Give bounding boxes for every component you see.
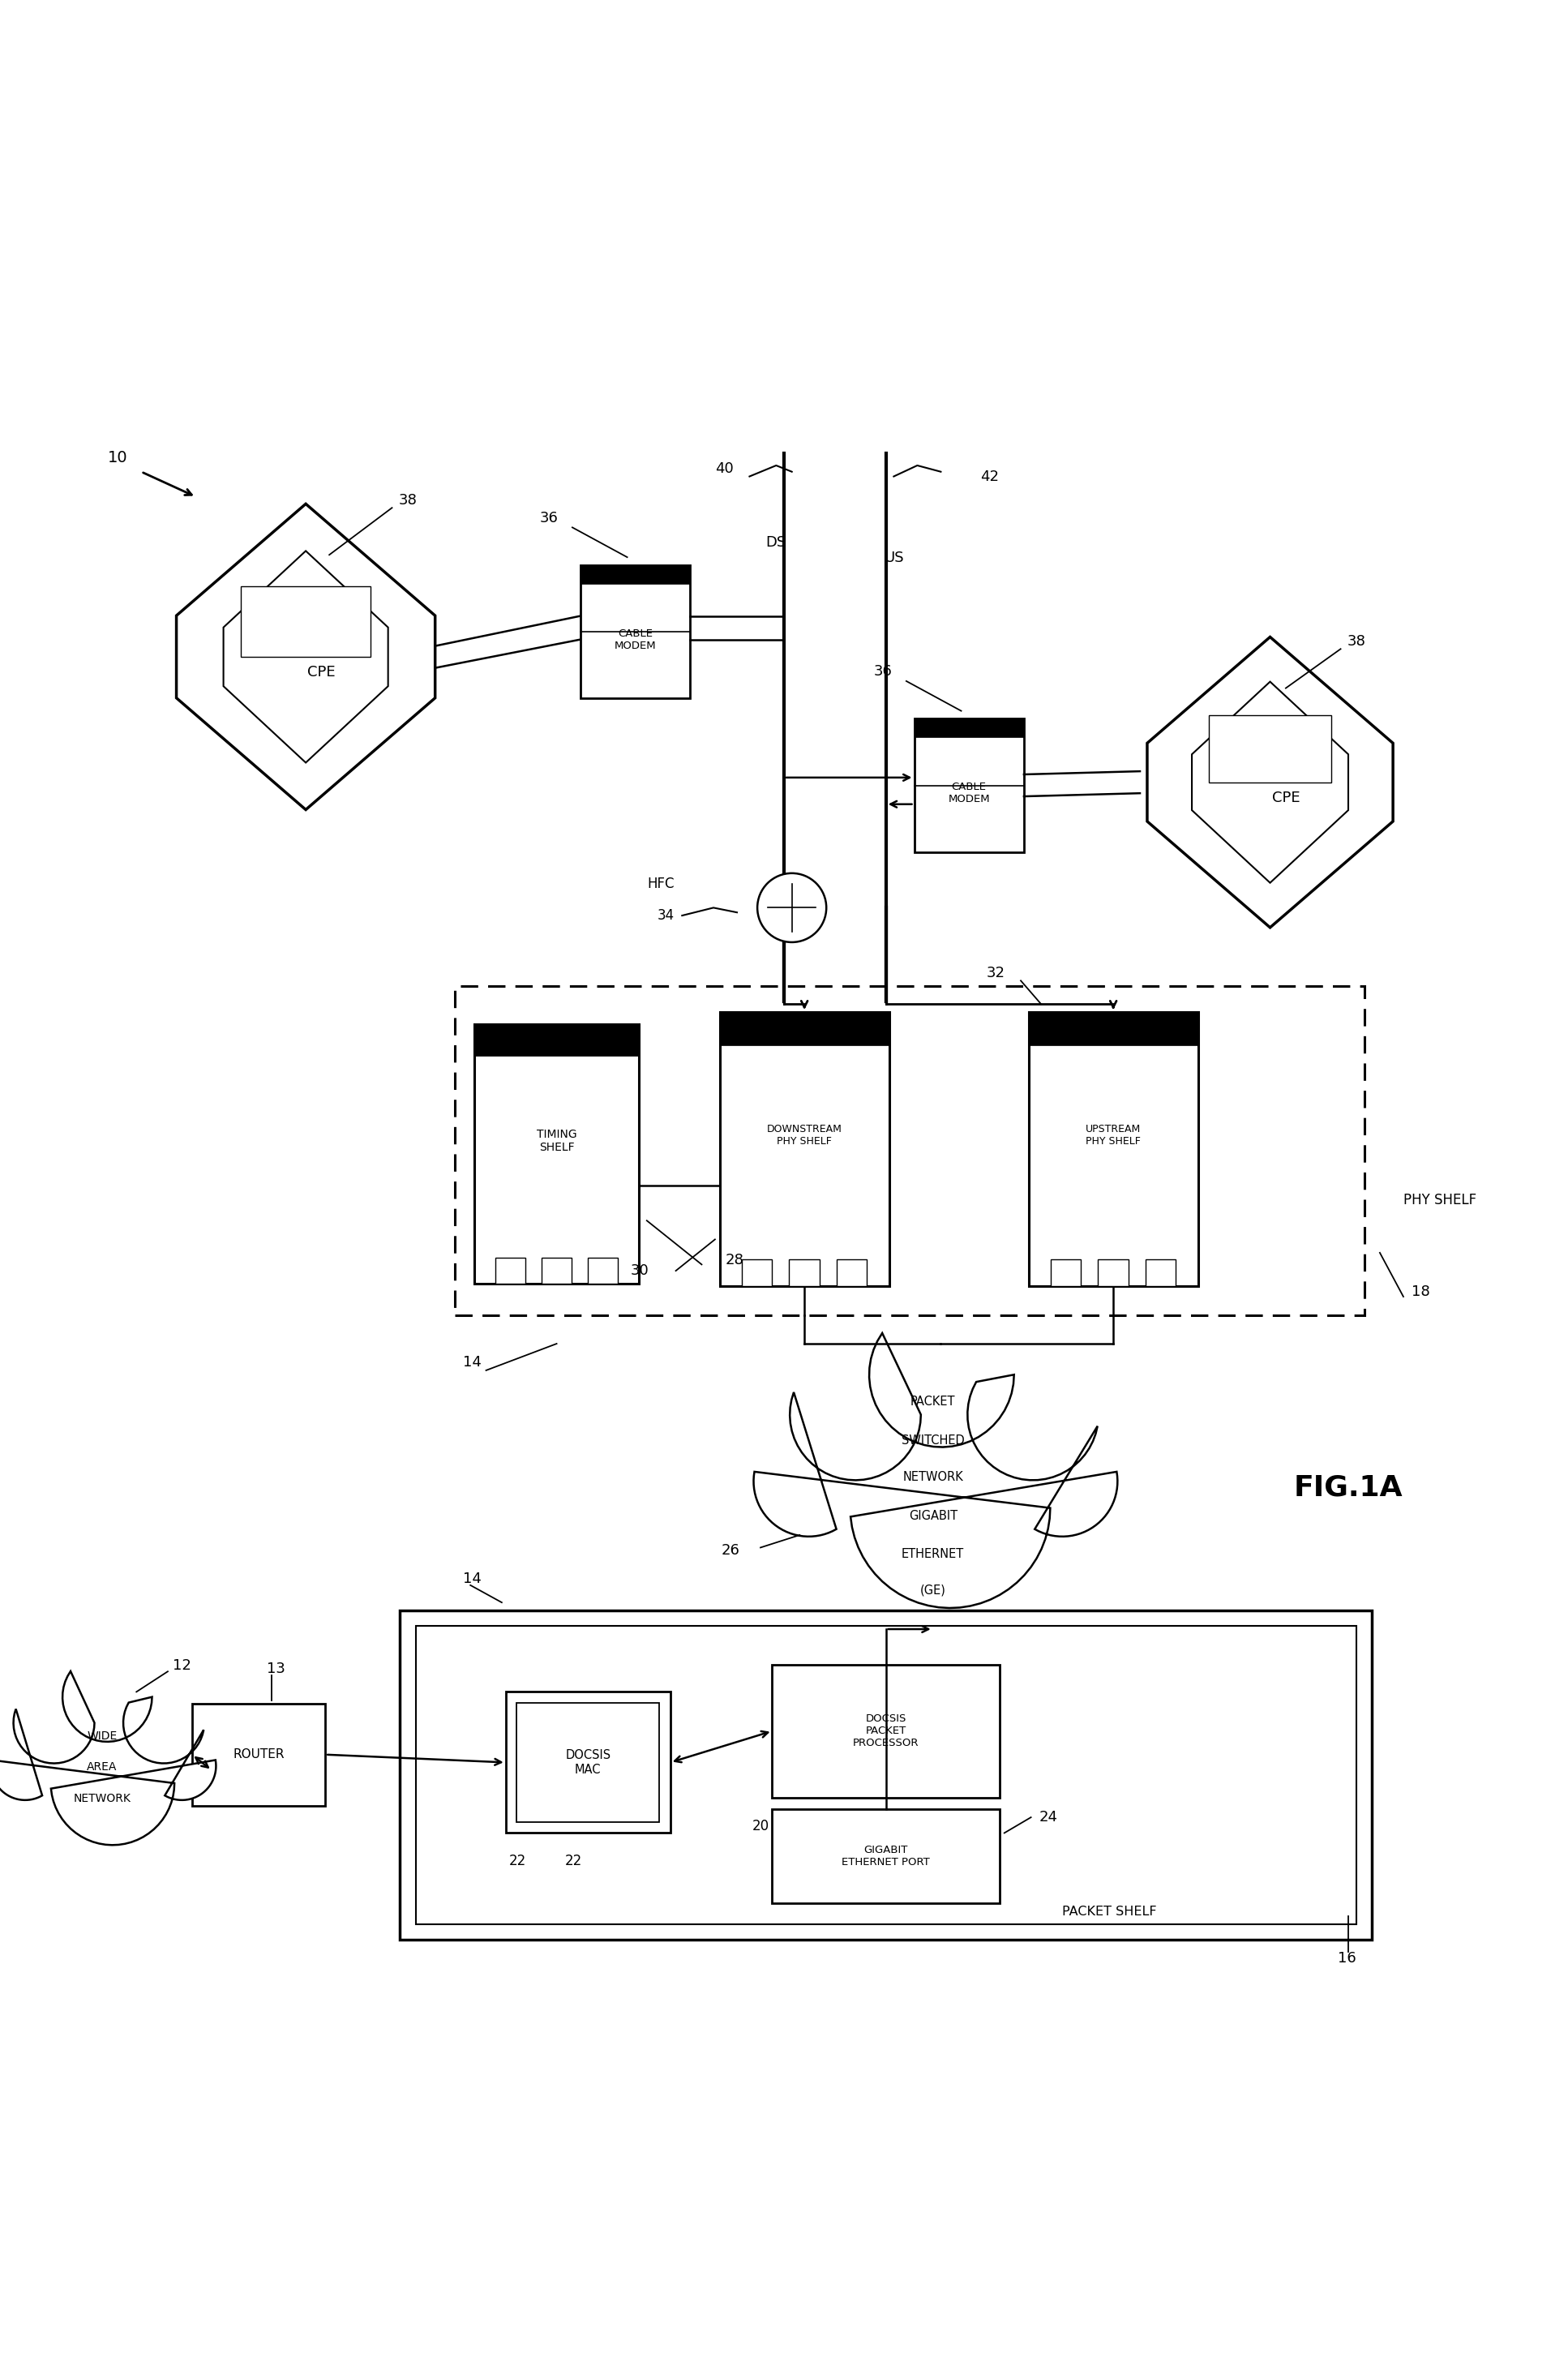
Bar	[474, 1023, 640, 1057]
Bar	[543, 1257, 571, 1283]
Text: 22: 22	[564, 1854, 582, 1868]
Text: NETWORK: NETWORK	[903, 1471, 963, 1483]
Bar	[474, 1023, 640, 1283]
Text: CPE: CPE	[307, 664, 336, 681]
Text: 13: 13	[267, 1661, 285, 1676]
Text: WIDE: WIDE	[86, 1730, 118, 1742]
Text: PACKET SHELF: PACKET SHELF	[1062, 1906, 1157, 1918]
Bar	[580, 564, 690, 583]
Bar	[837, 1259, 867, 1288]
Text: 14: 14	[463, 1571, 481, 1585]
Bar	[400, 1611, 1372, 1940]
Bar	[455, 985, 1364, 1316]
Text: 18: 18	[1411, 1285, 1430, 1299]
Text: DOCSIS
PACKET
PROCESSOR: DOCSIS PACKET PROCESSOR	[853, 1714, 919, 1749]
Text: UPSTREAM
PHY SHELF: UPSTREAM PHY SHELF	[1085, 1123, 1142, 1147]
Text: AREA: AREA	[86, 1761, 118, 1773]
Text: 32: 32	[986, 966, 1005, 981]
Bar	[914, 719, 1024, 852]
Text: 12: 12	[172, 1659, 191, 1673]
Text: 36: 36	[539, 512, 558, 526]
Bar	[742, 1259, 771, 1288]
Text: 10: 10	[108, 450, 127, 466]
Bar	[720, 1012, 889, 1288]
Text: (GE): (GE)	[920, 1583, 946, 1597]
Bar	[720, 1012, 889, 1045]
Text: ROUTER: ROUTER	[234, 1749, 284, 1761]
Polygon shape	[0, 1671, 216, 1844]
Bar	[495, 1257, 525, 1283]
Text: 42: 42	[980, 469, 999, 483]
Polygon shape	[241, 585, 370, 657]
Text: DOCSIS
MAC: DOCSIS MAC	[564, 1749, 612, 1775]
Text: 30: 30	[630, 1264, 649, 1278]
Text: 38: 38	[398, 493, 417, 507]
Text: CPE: CPE	[1272, 790, 1300, 804]
Bar	[505, 1692, 670, 1833]
Circle shape	[757, 873, 826, 942]
Text: SWITCHED: SWITCHED	[902, 1435, 964, 1447]
Text: CABLE
MODEM: CABLE MODEM	[615, 628, 655, 650]
Bar	[416, 1626, 1356, 1923]
Text: DS: DS	[765, 536, 787, 550]
Polygon shape	[223, 550, 389, 762]
Text: CABLE
MODEM: CABLE MODEM	[949, 783, 989, 804]
Text: TIMING
SHELF: TIMING SHELF	[536, 1128, 577, 1154]
Text: GIGABIT
ETHERNET PORT: GIGABIT ETHERNET PORT	[842, 1844, 930, 1868]
Polygon shape	[754, 1333, 1118, 1609]
Bar	[914, 719, 1024, 738]
Text: 38: 38	[1347, 633, 1366, 647]
Polygon shape	[1148, 638, 1392, 928]
Text: HFC: HFC	[648, 876, 674, 892]
Text: NETWORK: NETWORK	[74, 1792, 130, 1804]
Text: PHY SHELF: PHY SHELF	[1403, 1192, 1477, 1207]
Bar	[789, 1259, 820, 1288]
Polygon shape	[1192, 681, 1348, 883]
Text: 34: 34	[657, 909, 674, 923]
Text: 36: 36	[873, 664, 892, 678]
Bar	[1051, 1259, 1080, 1288]
Text: 26: 26	[721, 1542, 740, 1559]
Bar	[771, 1809, 1000, 1904]
Bar	[588, 1257, 618, 1283]
Bar	[517, 1702, 659, 1823]
Polygon shape	[1209, 716, 1331, 783]
Polygon shape	[176, 505, 434, 809]
Bar	[771, 1664, 1000, 1797]
Text: FIG.1A: FIG.1A	[1294, 1473, 1403, 1502]
Text: 24: 24	[1038, 1811, 1057, 1825]
Text: 20: 20	[753, 1818, 768, 1833]
Bar	[580, 564, 690, 697]
Text: 16: 16	[1338, 1952, 1356, 1966]
Bar	[1146, 1259, 1176, 1288]
Text: 40: 40	[715, 462, 734, 476]
Text: ETHERNET: ETHERNET	[902, 1547, 964, 1559]
Text: PACKET: PACKET	[911, 1395, 955, 1409]
Text: US: US	[884, 550, 903, 566]
Text: 28: 28	[724, 1252, 743, 1266]
Bar	[191, 1704, 326, 1806]
Text: DOWNSTREAM
PHY SHELF: DOWNSTREAM PHY SHELF	[767, 1123, 842, 1147]
Bar	[1029, 1012, 1198, 1288]
Text: GIGABIT: GIGABIT	[908, 1511, 958, 1523]
Bar	[1098, 1259, 1129, 1288]
Bar	[1029, 1012, 1198, 1045]
Text: 14: 14	[463, 1354, 481, 1371]
Text: 22: 22	[508, 1854, 525, 1868]
